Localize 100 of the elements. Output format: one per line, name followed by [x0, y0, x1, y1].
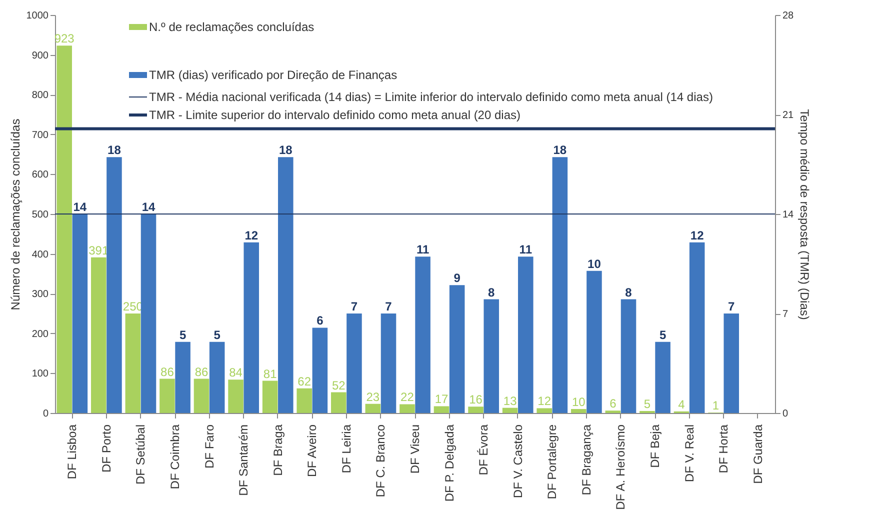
- bar: [536, 408, 552, 413]
- x-tick-label: DF Santarém: [236, 424, 251, 496]
- x-tick-label: DF Aveiro: [305, 424, 320, 477]
- x-tick-label: DF Faro: [202, 424, 216, 469]
- x-tick-label: DF Setúbal: [134, 424, 148, 485]
- data-label: 5: [659, 328, 666, 342]
- data-label: 6: [316, 314, 324, 328]
- x-tick-label: DF Évora: [476, 424, 491, 476]
- y2-tick-label: 14: [782, 210, 794, 220]
- legend-label: TMR - Média nacional verificada (14 dias) = Limite inferior do intervalo definido como meta anual (14 dias): [149, 90, 713, 104]
- bar: [415, 256, 430, 413]
- data-label: 11: [416, 242, 430, 257]
- x-tick-label: DF Lisboa: [65, 424, 80, 480]
- y-tick-label: 300: [32, 289, 49, 300]
- bar: [296, 388, 312, 413]
- bar: [278, 157, 294, 413]
- x-tick-label: DF Portalegre: [545, 424, 560, 500]
- y2-tick-label: 7: [782, 309, 788, 320]
- bar: [434, 406, 450, 413]
- y-tick-label: 400: [32, 249, 49, 260]
- y-tick-label: 0: [42, 408, 49, 420]
- data-label: 14: [142, 200, 156, 214]
- data-label: 17: [434, 392, 448, 406]
- bar: [244, 242, 259, 413]
- y-tick-label: 700: [32, 130, 49, 141]
- bar: [468, 406, 484, 413]
- data-label: 4: [678, 397, 686, 412]
- y-tick-label: 500: [32, 210, 49, 220]
- y-tick-label: 100: [32, 368, 49, 380]
- legend-label: N.º de reclamações concluídas: [149, 20, 314, 34]
- x-tick-label: DF Guarda: [750, 424, 765, 484]
- bar: [655, 342, 670, 413]
- data-label: 11: [519, 242, 532, 257]
- data-label: 5: [214, 328, 221, 342]
- data-label: 86: [194, 364, 208, 379]
- data-label: 9: [454, 271, 461, 286]
- x-tick-label: DF A. Heroísmo: [614, 424, 628, 510]
- data-label: 8: [488, 285, 496, 300]
- x-tick-label: DF P. Delgada: [442, 424, 456, 502]
- bar: [484, 299, 499, 413]
- x-tick-label: DF Horta: [716, 424, 731, 474]
- data-label: 22: [400, 390, 414, 404]
- bar: [228, 380, 244, 413]
- data-label: 1: [712, 398, 720, 413]
- data-label: 5: [644, 397, 651, 412]
- x-tick-label: DF V. Real: [682, 424, 696, 482]
- bar: [331, 392, 346, 413]
- data-label: 14: [73, 200, 87, 214]
- bar: [262, 380, 278, 413]
- x-tick-label: DF Bragança: [579, 424, 594, 496]
- data-label: 84: [229, 366, 243, 380]
- bar: [175, 342, 190, 413]
- data-label: 81: [263, 366, 278, 381]
- data-label: 7: [728, 300, 736, 314]
- data-label: 18: [108, 143, 122, 158]
- bar: [689, 242, 705, 413]
- bar: [724, 314, 739, 413]
- y-tick-label: 900: [32, 50, 49, 62]
- bar: [346, 314, 362, 413]
- data-label: 5: [179, 328, 186, 342]
- x-tick-label: DF Braga: [270, 424, 285, 476]
- data-label: 86: [160, 364, 174, 379]
- x-tick-label: DF Porto: [99, 424, 114, 473]
- y2-tick-label: 0: [782, 408, 788, 420]
- bar: [209, 342, 225, 413]
- bar: [552, 157, 568, 413]
- bar: [571, 409, 586, 413]
- bar: [586, 270, 602, 413]
- legend-label: TMR - Limite superior do intervalo definido como meta anual (20 dias): [149, 108, 521, 122]
- x-tick-label: DF V. Castelo: [510, 424, 525, 498]
- y-tick-label: 800: [32, 90, 49, 102]
- data-label: 13: [503, 394, 518, 408]
- bar: [518, 256, 534, 413]
- legend-label: TMR (dias) verificado por Direção de Finanças: [149, 68, 398, 82]
- y2-tick-label: 21: [782, 110, 794, 121]
- bar: [365, 404, 381, 413]
- y2-tick-label: 28: [782, 10, 794, 22]
- data-label: 12: [690, 228, 704, 242]
- data-label: 8: [625, 285, 632, 300]
- x-tick-label: DF Leiria: [339, 424, 354, 474]
- data-label: 52: [332, 378, 346, 392]
- data-label: 18: [278, 143, 293, 158]
- data-label: 7: [385, 300, 392, 314]
- x-tick-label: DF Viseu: [408, 424, 422, 474]
- bar: [502, 408, 518, 413]
- y-tick-label: 200: [32, 328, 49, 340]
- x-tick-label: DF C. Branco: [374, 424, 388, 498]
- bar: [312, 328, 328, 413]
- data-label: 16: [469, 392, 483, 407]
- data-label: 7: [350, 300, 358, 314]
- data-label: 6: [610, 396, 617, 411]
- y-tick-label: 1000: [26, 10, 49, 22]
- bar: [380, 314, 396, 413]
- data-label: 18: [553, 143, 567, 158]
- data-label: 23: [366, 390, 380, 404]
- data-label: 12: [538, 394, 552, 408]
- y-tick-label: 600: [32, 170, 49, 181]
- x-tick-label: DF Beja: [648, 424, 662, 468]
- data-label: 12: [244, 228, 258, 242]
- y-axis-title: Número de reclamações concluídas: [8, 118, 22, 310]
